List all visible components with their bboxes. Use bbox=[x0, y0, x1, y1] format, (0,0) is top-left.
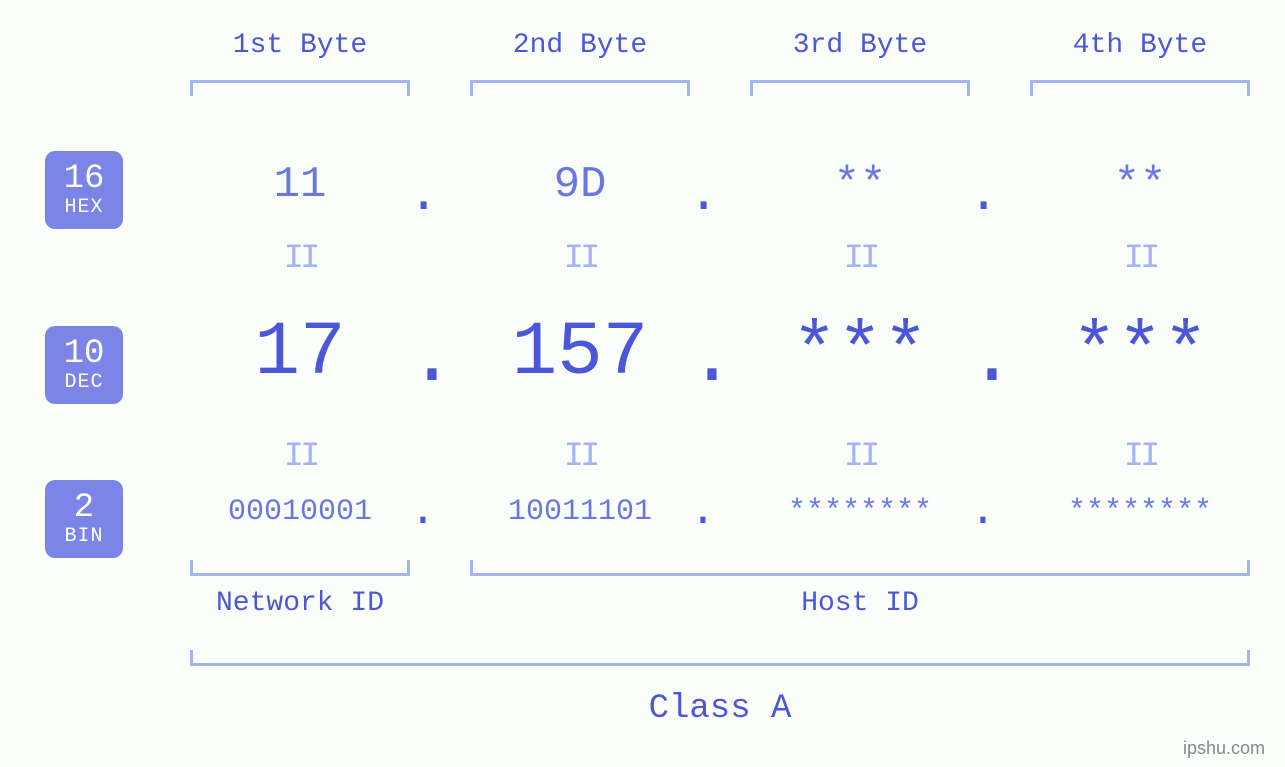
hex-dot-3: . bbox=[968, 166, 998, 225]
eq2-2: II bbox=[450, 438, 710, 476]
hex-badge-base: 16 bbox=[64, 162, 105, 198]
dec-byte-2: 157 bbox=[450, 310, 710, 396]
bin-badge-base: 2 bbox=[74, 491, 94, 527]
class-bracket bbox=[190, 650, 1250, 666]
bin-byte-2: 10011101 bbox=[450, 495, 710, 529]
hex-dot-2: . bbox=[688, 166, 718, 225]
bin-byte-1: 00010001 bbox=[170, 495, 430, 529]
hex-byte-1: 11 bbox=[170, 160, 430, 210]
hex-badge-abbr: HEX bbox=[64, 197, 103, 218]
bin-dot-1: . bbox=[408, 487, 438, 537]
eq1-4: II bbox=[1010, 240, 1270, 278]
dec-dot-2: . bbox=[688, 314, 718, 405]
byte-header-2: 2nd Byte bbox=[450, 30, 710, 61]
dec-byte-1: 17 bbox=[170, 310, 430, 396]
top-bracket-1 bbox=[190, 80, 410, 96]
top-bracket-2 bbox=[470, 80, 690, 96]
top-bracket-3 bbox=[750, 80, 970, 96]
bin-byte-4: ******** bbox=[1010, 495, 1270, 529]
dec-byte-4: *** bbox=[1010, 310, 1270, 396]
hex-byte-2: 9D bbox=[450, 160, 710, 210]
class-label: Class A bbox=[190, 690, 1250, 728]
dec-byte-3: *** bbox=[730, 310, 990, 396]
hex-dot-1: . bbox=[408, 166, 438, 225]
eq2-1: II bbox=[170, 438, 430, 476]
top-bracket-4 bbox=[1030, 80, 1250, 96]
dec-badge-base: 10 bbox=[64, 337, 105, 373]
dec-dot-3: . bbox=[968, 314, 998, 405]
host-label: Host ID bbox=[470, 588, 1250, 619]
network-label: Network ID bbox=[190, 588, 410, 619]
bin-badge-abbr: BIN bbox=[64, 526, 103, 547]
bin-badge: 2 BIN bbox=[45, 480, 123, 558]
byte-header-4: 4th Byte bbox=[1010, 30, 1270, 61]
byte-header-1: 1st Byte bbox=[170, 30, 430, 61]
bin-dot-3: . bbox=[968, 487, 998, 537]
bin-dot-2: . bbox=[688, 487, 718, 537]
dec-badge-abbr: DEC bbox=[64, 372, 103, 393]
dec-badge: 10 DEC bbox=[45, 326, 123, 404]
eq1-2: II bbox=[450, 240, 710, 278]
dec-dot-1: . bbox=[408, 314, 438, 405]
eq1-3: II bbox=[730, 240, 990, 278]
hex-byte-3: ** bbox=[730, 160, 990, 210]
eq2-4: II bbox=[1010, 438, 1270, 476]
byte-header-3: 3rd Byte bbox=[730, 30, 990, 61]
bin-byte-3: ******** bbox=[730, 495, 990, 529]
host-bracket bbox=[470, 560, 1250, 576]
eq2-3: II bbox=[730, 438, 990, 476]
network-bracket bbox=[190, 560, 410, 576]
hex-badge: 16 HEX bbox=[45, 151, 123, 229]
ip-diagram: 1st Byte 2nd Byte 3rd Byte 4th Byte 16 H… bbox=[0, 0, 1285, 767]
watermark: ipshu.com bbox=[1183, 738, 1265, 759]
eq1-1: II bbox=[170, 240, 430, 278]
hex-byte-4: ** bbox=[1010, 160, 1270, 210]
